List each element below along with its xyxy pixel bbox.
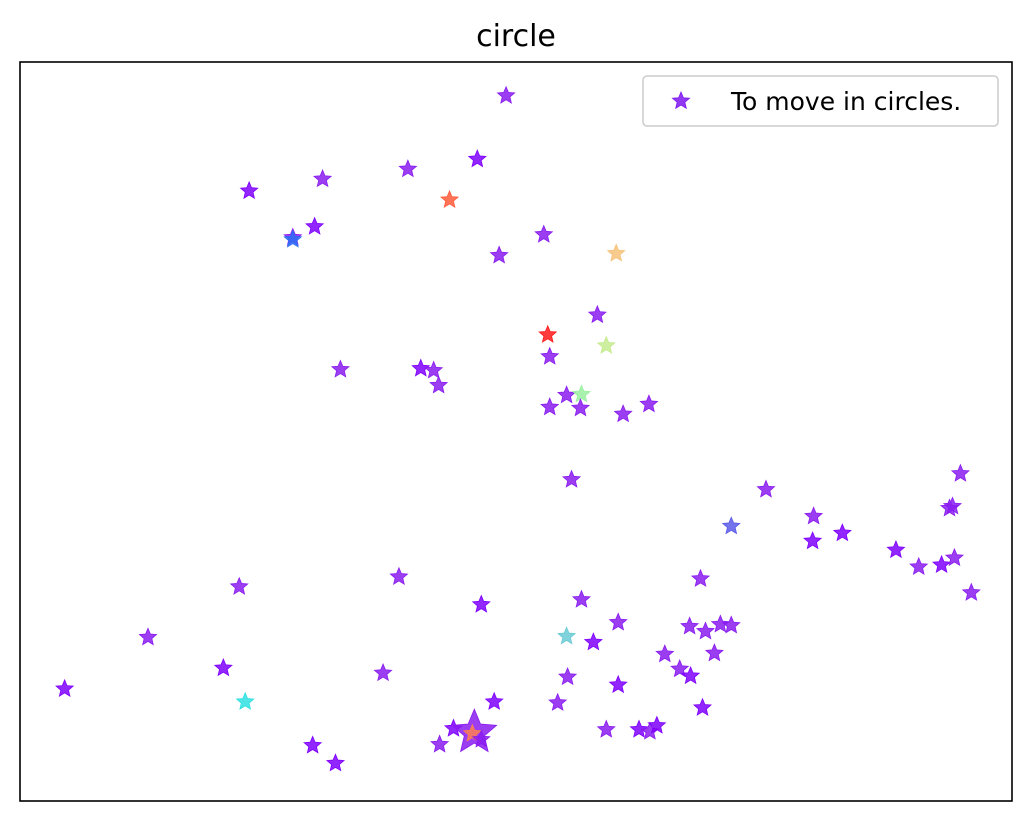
data-point-star xyxy=(692,697,713,716)
data-point-star xyxy=(587,304,607,324)
data-point-star xyxy=(681,665,701,685)
data-point-star xyxy=(303,735,323,754)
data-point-star xyxy=(721,615,741,634)
legend-label: To move in circles. xyxy=(730,87,961,116)
data-point-star xyxy=(489,245,509,264)
data-point-star xyxy=(832,523,852,542)
data-point-star xyxy=(439,189,460,209)
data-point-star xyxy=(325,753,346,772)
data-point-star xyxy=(561,469,582,488)
data-point-star xyxy=(239,180,259,200)
data-point-star xyxy=(313,169,333,188)
data-point-star xyxy=(655,644,675,663)
data-point-star xyxy=(540,397,560,416)
data-point-star xyxy=(803,531,823,550)
data-point-star xyxy=(538,324,558,343)
data-point-star xyxy=(909,556,929,576)
data-point-star xyxy=(558,666,578,686)
data-point-star xyxy=(496,85,516,104)
data-point-star xyxy=(596,719,616,738)
data-point-star xyxy=(647,715,667,734)
data-point-star xyxy=(950,463,970,482)
data-point-star xyxy=(629,719,649,738)
data-point-star xyxy=(961,582,981,601)
data-point-star xyxy=(690,568,711,587)
data-point-star xyxy=(886,539,906,559)
data-point-star xyxy=(804,506,824,525)
data-point-star xyxy=(235,691,255,710)
data-point-star xyxy=(695,621,716,640)
data-point-star xyxy=(389,566,409,585)
data-point-star xyxy=(557,385,577,404)
data-point-star xyxy=(596,335,616,354)
data-point-star xyxy=(571,589,592,608)
data-point-star xyxy=(305,216,325,235)
data-point-star xyxy=(471,729,491,748)
data-point-star xyxy=(939,498,960,517)
data-point-star xyxy=(639,394,659,413)
data-points-layer xyxy=(55,85,981,772)
data-point-star xyxy=(710,614,730,633)
legend-star-marker xyxy=(671,90,691,110)
data-point-star xyxy=(670,659,690,678)
data-point-star xyxy=(430,734,450,753)
data-point-star xyxy=(606,243,626,262)
data-point-star xyxy=(429,375,449,394)
data-point-star xyxy=(548,692,568,711)
data-point-star xyxy=(608,674,628,694)
data-point-star xyxy=(704,643,724,662)
data-point-star xyxy=(613,404,633,423)
data-point-star xyxy=(398,159,418,178)
data-point-star xyxy=(467,149,487,168)
data-point-star xyxy=(213,658,233,677)
data-point-star xyxy=(229,576,249,595)
data-point-star xyxy=(932,554,952,574)
data-point-star xyxy=(583,632,603,651)
data-point-star xyxy=(138,627,158,646)
data-point-star xyxy=(756,479,776,498)
chart-title: circle xyxy=(476,19,556,54)
data-point-star xyxy=(571,384,592,403)
data-point-star xyxy=(373,662,393,682)
data-point-star xyxy=(471,594,491,613)
data-point-star xyxy=(680,616,700,635)
data-point-star xyxy=(944,547,965,567)
legend-star-icon xyxy=(671,90,691,110)
data-point-star xyxy=(721,516,741,535)
plot-area-frame xyxy=(19,61,1013,802)
data-point-star xyxy=(557,626,577,645)
data-point-star xyxy=(330,359,350,378)
data-point-star xyxy=(608,612,628,631)
legend-box xyxy=(642,75,999,127)
data-point-star xyxy=(540,346,560,365)
data-point-star xyxy=(283,229,303,248)
data-point-star xyxy=(534,224,554,243)
data-point-star xyxy=(484,691,504,710)
data-point-star xyxy=(55,678,75,698)
legend: To move in circles. xyxy=(642,75,999,127)
data-point-star xyxy=(411,358,431,377)
data-point-star xyxy=(570,398,591,417)
data-point-star xyxy=(424,360,444,379)
